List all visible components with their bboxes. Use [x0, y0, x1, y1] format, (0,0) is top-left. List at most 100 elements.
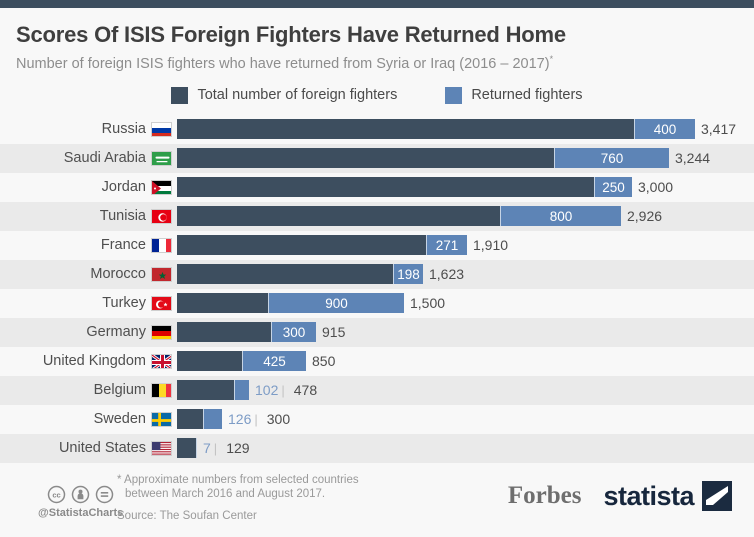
country-label: United States — [58, 440, 146, 457]
total-bar-segment — [177, 264, 393, 285]
chart-row: Russia 400 3,417 — [0, 115, 754, 144]
bar: 400 — [177, 119, 695, 140]
returned-bar-segment — [196, 438, 197, 459]
country-label: Jordan — [101, 179, 146, 196]
total-bar-segment — [177, 380, 234, 401]
returned-bar-segment: 760 — [554, 148, 669, 169]
total-value-label: 2,926 — [627, 208, 663, 225]
country-label: Morocco — [90, 266, 146, 283]
returned-bar-segment: 800 — [500, 206, 621, 227]
footnote-marker: * — [549, 54, 554, 64]
returned-bar-segment: 900 — [268, 293, 404, 314]
flag-belgium-icon — [151, 382, 172, 398]
bar-chart: Russia 400 3,417 Saudi Arabia 760 3,244 … — [0, 115, 754, 463]
footnote-line1: * Approximate numbers from selected coun… — [117, 473, 359, 486]
returned-bar-segment: 198 — [393, 264, 423, 285]
footnote-block: * Approximate numbers from selected coun… — [117, 473, 359, 523]
chart-row: France 271 1,910 — [0, 231, 754, 260]
flag-tunisia-icon — [151, 208, 172, 224]
legend-swatch-total — [171, 86, 189, 104]
statista-logo: statista — [603, 481, 732, 512]
total-value-label: 915 — [322, 324, 346, 341]
total-value-label: 478 — [293, 382, 318, 399]
bar — [177, 409, 222, 430]
flag-sweden-icon — [151, 411, 172, 427]
footer: cc @StatistaCharts * Approximate numbers… — [0, 467, 754, 537]
attribution-icon — [71, 485, 90, 504]
flag-germany-icon — [151, 324, 172, 340]
returned-value-label: 7 — [203, 440, 211, 457]
total-bar-segment — [177, 438, 196, 459]
bar — [177, 380, 249, 401]
flag-jordan-icon — [151, 179, 172, 195]
total-value-label: 3,417 — [701, 121, 737, 138]
total-bar-segment — [177, 148, 554, 169]
value-divider: | — [254, 411, 258, 427]
legend-label-total: Total number of foreign fighters — [197, 87, 398, 104]
legend-swatch-returned — [445, 86, 463, 104]
flag-turkey-icon — [151, 295, 172, 311]
total-bar-segment — [177, 177, 594, 198]
statista-mark-icon — [702, 481, 732, 512]
chart-row: Morocco 198 1,623 — [0, 259, 754, 289]
total-value-label: 850 — [312, 353, 336, 370]
total-value-label: 129 — [226, 440, 250, 457]
country-label: Tunisia — [99, 208, 146, 225]
chart-row: United Kingdom 425 850 — [0, 347, 754, 376]
chart-row: Jordan 250 3,000 — [0, 173, 754, 202]
flag-russia-icon — [151, 121, 172, 137]
value-divider: | — [213, 440, 218, 456]
value-divider: | — [281, 382, 285, 398]
total-value-label: 300 — [266, 411, 291, 428]
bar: 800 — [177, 206, 621, 227]
bar: 250 — [177, 177, 632, 198]
bar: 198 — [177, 264, 423, 285]
brand-logos: Forbes statista — [508, 481, 732, 512]
flag-united-kingdom-icon — [151, 353, 172, 369]
total-value-label: 3,000 — [638, 179, 674, 196]
total-value-label: 3,244 — [675, 150, 711, 167]
total-bar-segment — [177, 322, 271, 343]
flag-united-states-icon — [151, 440, 172, 456]
creative-commons-block: cc @StatistaCharts — [38, 485, 123, 519]
bar: 425 — [177, 351, 306, 372]
chart-row: Germany 300 915 — [0, 317, 754, 347]
legend-item-total: Total number of foreign fighters — [171, 86, 398, 104]
country-label: Belgium — [93, 382, 146, 399]
total-bar-segment — [177, 235, 426, 256]
country-label: France — [100, 237, 146, 254]
country-label: Saudi Arabia — [63, 150, 146, 167]
country-label: United Kingdom — [42, 353, 146, 370]
bar — [177, 438, 197, 459]
total-bar-segment — [177, 119, 634, 140]
chart-row: Saudi Arabia 760 3,244 — [0, 143, 754, 173]
total-bar-segment — [177, 293, 268, 314]
no-derivatives-icon — [95, 485, 114, 504]
chart-row: Turkey 900 1,500 — [0, 289, 754, 318]
total-value-label: 1,623 — [429, 266, 465, 283]
statista-charts-handle: @StatistaCharts — [38, 506, 124, 519]
chart-rows: Russia 400 3,417 Saudi Arabia 760 3,244 … — [0, 115, 754, 463]
bar: 300 — [177, 322, 316, 343]
returned-bar-segment: 425 — [242, 351, 306, 372]
country-label: Turkey — [102, 295, 146, 312]
page-subtitle: Number of foreign ISIS fighters who have… — [16, 54, 738, 72]
returned-value-label: 102 — [255, 382, 279, 399]
returned-bar-segment: 400 — [634, 119, 695, 140]
country-label: Germany — [86, 324, 146, 341]
subtitle-text: Number of foreign ISIS fighters who have… — [16, 55, 550, 72]
legend-label-returned: Returned fighters — [471, 87, 583, 104]
total-bar-segment — [177, 409, 203, 430]
chart-row: United States 7 | 129 — [0, 433, 754, 463]
flag-morocco-icon — [151, 266, 172, 282]
returned-value-label: 126 — [228, 411, 252, 428]
statista-wordmark: statista — [603, 480, 694, 511]
chart-row: Sweden 126 | 300 — [0, 405, 754, 434]
top-accent-strip — [0, 0, 754, 8]
footnote-line2: between March 2016 and August 2017. — [125, 487, 326, 500]
total-bar-segment — [177, 206, 500, 227]
total-value-label: 1,910 — [473, 237, 509, 254]
chart-legend: Total number of foreign fighters Returne… — [0, 86, 754, 104]
returned-bar-segment — [234, 380, 249, 401]
returned-bar-segment: 250 — [594, 177, 632, 198]
